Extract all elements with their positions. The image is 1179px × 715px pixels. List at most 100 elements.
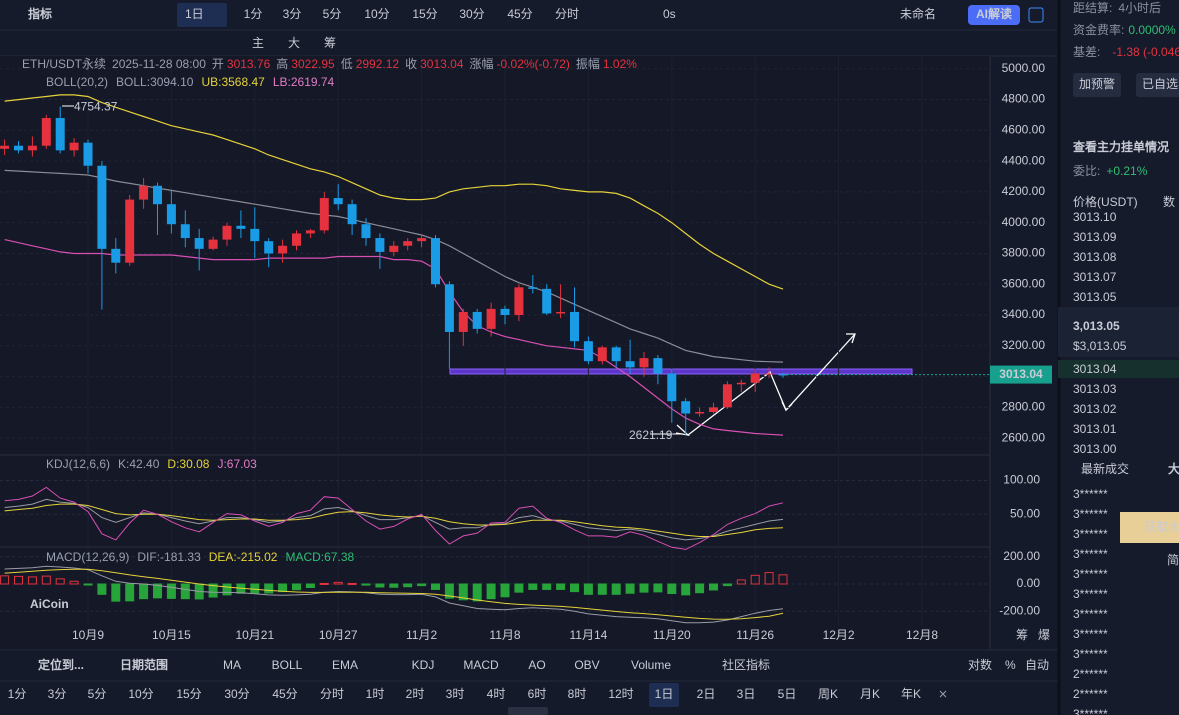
period-button[interactable]: 6时 [528,687,547,701]
scroll-handle[interactable] [508,707,548,715]
log-button[interactable]: 对数 [968,657,992,672]
period-button[interactable]: 4时 [487,687,506,701]
period-button[interactable]: 3分 [283,7,302,21]
boll-legend: BOLL(20,2) BOLL:3094.10 UB:3568.47 LB:2619.… [46,75,335,89]
draw-tool[interactable]: 大 [288,36,300,50]
trade-row: 3****** [1073,707,1108,715]
main-legend-part: 2992.12 [356,57,400,71]
simple-toggle[interactable]: 简 [1167,553,1179,567]
period-button[interactable]: 2日 [697,687,716,701]
y-tick-label: 200.00 [1003,549,1040,563]
period-button[interactable]: 8时 [568,687,587,701]
period-button[interactable]: 3分 [48,687,67,701]
period-button[interactable]: 月K [860,687,880,701]
macd-bar [347,582,357,585]
arrow-head [781,401,793,412]
candle-body [639,358,649,368]
indicator-button[interactable]: KDJ [412,658,435,672]
locate-button[interactable]: 定位到... [38,657,84,672]
kdj-legend-part: D:30.08 [167,457,209,471]
big-tab[interactable]: 大 [1168,461,1179,476]
candle-body [125,199,135,263]
period-button[interactable]: 分时 [320,687,344,701]
period-button[interactable]: 5分 [88,687,107,701]
corner-label[interactable]: 筹 [1016,628,1028,642]
macd-bar [639,583,649,593]
period-button[interactable]: 45分 [507,7,532,21]
period-button[interactable]: 15分 [412,7,437,21]
promo-button[interactable]: 获取大 [1144,520,1179,534]
indicator-button[interactable]: MA [223,658,241,672]
basis-row-part: 基差: [1073,45,1100,59]
draw-tool[interactable]: 筹 [324,36,336,50]
main-legend-part: 振幅 [576,56,600,71]
period-button[interactable]: 12时 [608,687,633,701]
toolbar-label[interactable]: 指标 [28,6,52,21]
date-range-button[interactable]: 日期范围 [120,657,168,672]
macd-legend-part: MACD:67.38 [285,550,354,564]
settle-row-part: 4小时后 [1118,1,1161,15]
auto-button[interactable]: 自动 [1025,658,1049,672]
period-button[interactable]: 2时 [406,687,425,701]
period-button[interactable]: 1日 [655,687,674,701]
period-selected[interactable]: 1日 [185,7,204,21]
trade-row: 3****** [1073,587,1108,601]
period-button[interactable]: 年K [901,687,921,701]
indicator-button[interactable]: Volume [631,658,671,672]
bid-price: 3013.01 [1073,422,1117,436]
y-tick-label: 2800.00 [1002,400,1046,414]
period-button[interactable]: 10分 [364,7,389,21]
price-tag-bg [990,365,1052,384]
draw-tool[interactable]: 主 [252,36,264,50]
x-tick-label: 12月8 [906,628,938,642]
indicator-button[interactable]: BOLL [272,658,303,672]
layout-name[interactable]: 未命名 [900,6,936,21]
period-button[interactable]: 3日 [737,687,756,701]
ai-button[interactable]: AI解读 [976,6,1012,21]
period-button[interactable]: 10分 [128,687,153,701]
candle-body [83,142,93,166]
max-label: 4754.37 [74,100,118,114]
candle-body [542,288,552,314]
trades-tab[interactable]: 最新成交 [1081,461,1129,476]
trade-row: 3****** [1073,547,1108,561]
period-button[interactable]: 30分 [224,687,249,701]
candle-body [736,382,746,385]
percent-button[interactable]: % [1005,658,1016,672]
indicator-button[interactable]: MACD [463,658,499,672]
main-legend-part: 低 [341,57,353,71]
community-button[interactable]: 社区指标 [722,657,770,672]
alert-button[interactable]: 加预警 [1079,76,1115,91]
period-button[interactable]: 1分 [244,7,263,21]
macd-bar [333,581,343,585]
period-button[interactable]: 3时 [446,687,465,701]
x-tick-label: 11月2 [406,628,437,642]
period-button[interactable]: 15分 [176,687,201,701]
period-button[interactable]: 1时 [366,687,385,701]
share-icon[interactable] [1028,7,1044,23]
macd-bar [764,572,774,585]
indicator-button[interactable]: OBV [574,658,599,672]
corner-label[interactable]: 爆 [1038,628,1050,642]
close-icon[interactable] [939,690,947,698]
candle-body [472,311,482,329]
trade-row: 3****** [1073,627,1108,641]
period-button[interactable]: 5日 [778,687,797,701]
indicator-button[interactable]: EMA [332,658,358,672]
period-button[interactable]: 45分 [272,687,297,701]
period-button[interactable]: 周K [818,687,838,701]
y-tick-label: 2600.00 [1002,430,1046,444]
watch-button[interactable]: 已自选 [1142,77,1178,91]
indicator-button[interactable]: AO [528,658,545,672]
period-button[interactable]: 30分 [459,7,484,21]
period-button[interactable]: 1分 [8,687,27,701]
period-button[interactable]: 5分 [323,7,342,21]
funding-row-part: 0.0000% [1128,23,1176,37]
main-legend-part: 3013.76 [227,57,271,71]
y-tick-label: 4400.00 [1002,153,1046,167]
drawn-zone[interactable] [449,368,913,375]
last-price: 3,013.05 [1073,319,1120,333]
candle-body [27,145,37,151]
period-button[interactable]: 分时 [555,7,579,21]
